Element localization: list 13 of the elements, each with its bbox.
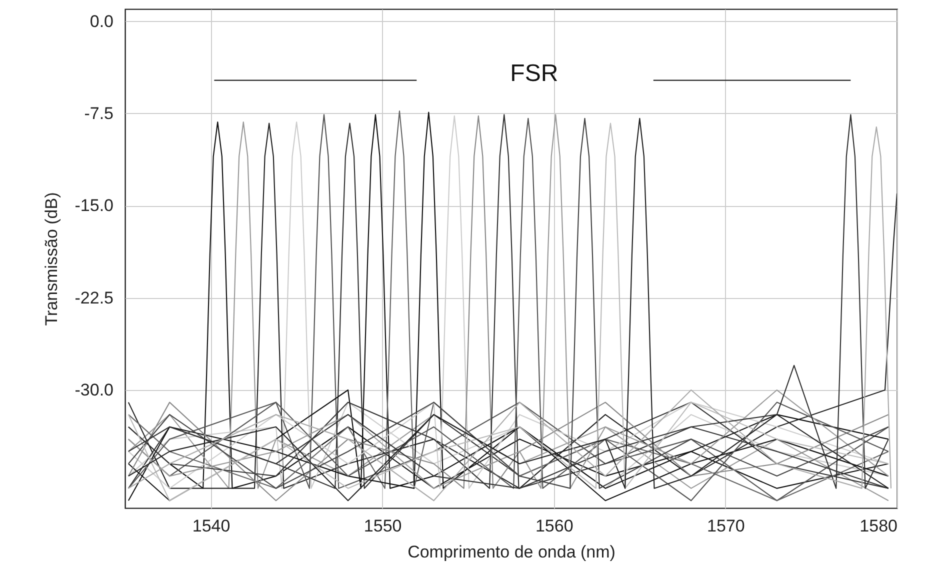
y-tick-label: 0.0 xyxy=(90,12,114,31)
x-tick-label: 1580 xyxy=(860,516,898,536)
y-tick-label: -15.0 xyxy=(74,196,114,216)
annotation: FSR xyxy=(510,60,558,87)
x-axis-title: Comprimento de onda (nm) xyxy=(408,542,616,562)
y-tick-label: -30.0 xyxy=(74,380,114,400)
x-tick-label: 1550 xyxy=(364,516,402,536)
y-tick-label: -22.5 xyxy=(74,288,114,308)
x-tick-label: 1570 xyxy=(707,516,745,536)
x-tick-label: 1540 xyxy=(192,516,230,536)
y-axis-title: Transmissão (dB) xyxy=(42,192,61,326)
x-tick-label: 1560 xyxy=(535,516,574,536)
y-tick-label: -7.5 xyxy=(84,104,114,123)
